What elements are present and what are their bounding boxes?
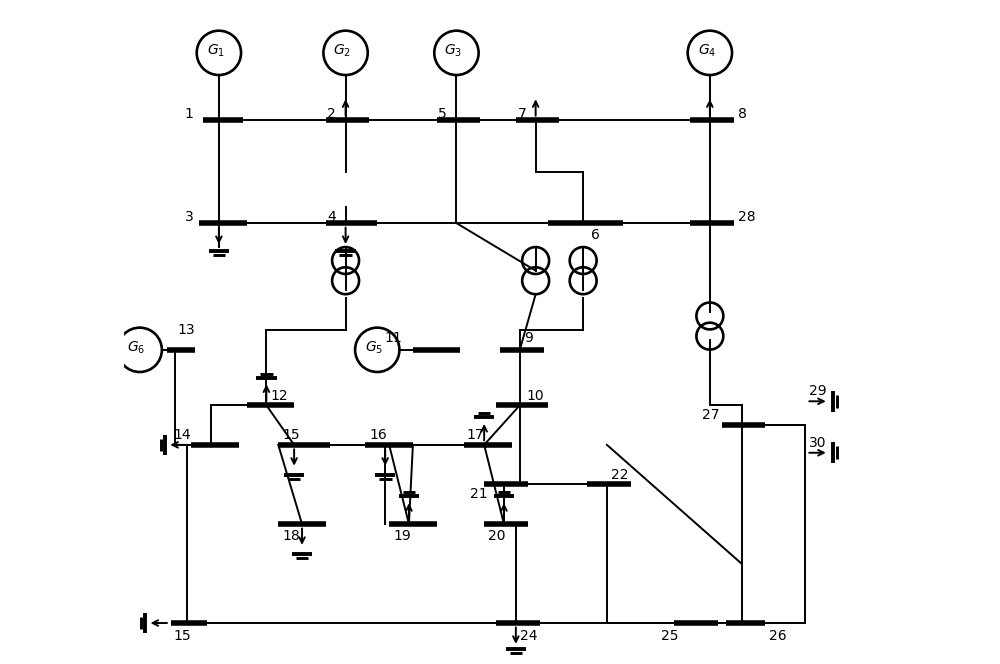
Text: 16: 16 bbox=[369, 428, 387, 442]
Text: $G_{3}$: $G_{3}$ bbox=[444, 43, 462, 60]
Text: 8: 8 bbox=[738, 107, 746, 121]
Text: $G_{2}$: $G_{2}$ bbox=[333, 43, 351, 60]
Text: 13: 13 bbox=[178, 323, 195, 337]
Text: 15: 15 bbox=[173, 629, 191, 643]
Text: 25: 25 bbox=[661, 629, 678, 643]
Text: 21: 21 bbox=[470, 487, 488, 501]
Text: 28: 28 bbox=[738, 210, 755, 224]
Text: 6: 6 bbox=[591, 228, 600, 242]
Text: $G_{4}$: $G_{4}$ bbox=[698, 43, 716, 60]
Text: 24: 24 bbox=[520, 629, 537, 643]
Text: 20: 20 bbox=[488, 529, 506, 543]
Text: 18: 18 bbox=[282, 529, 300, 543]
Text: 11: 11 bbox=[385, 331, 403, 345]
Text: 2: 2 bbox=[327, 107, 336, 121]
Text: 7: 7 bbox=[517, 107, 526, 121]
Text: $G_{5}$: $G_{5}$ bbox=[365, 340, 383, 357]
Text: 3: 3 bbox=[185, 210, 194, 224]
Text: 5: 5 bbox=[438, 107, 447, 121]
Text: $G_{6}$: $G_{6}$ bbox=[127, 340, 146, 357]
Text: 10: 10 bbox=[526, 388, 544, 403]
Text: 22: 22 bbox=[611, 468, 628, 482]
Text: 15: 15 bbox=[282, 428, 300, 442]
Text: 27: 27 bbox=[702, 408, 719, 422]
Text: 30: 30 bbox=[809, 436, 826, 450]
Text: 14: 14 bbox=[174, 428, 191, 442]
Text: 12: 12 bbox=[270, 388, 288, 403]
Text: 26: 26 bbox=[769, 629, 787, 643]
Text: 4: 4 bbox=[327, 210, 336, 224]
Text: 9: 9 bbox=[524, 331, 533, 345]
Text: $G_{1}$: $G_{1}$ bbox=[207, 43, 225, 60]
Text: 17: 17 bbox=[466, 428, 484, 442]
Text: 1: 1 bbox=[185, 107, 194, 121]
Text: 29: 29 bbox=[809, 384, 826, 398]
Text: 19: 19 bbox=[393, 529, 411, 543]
